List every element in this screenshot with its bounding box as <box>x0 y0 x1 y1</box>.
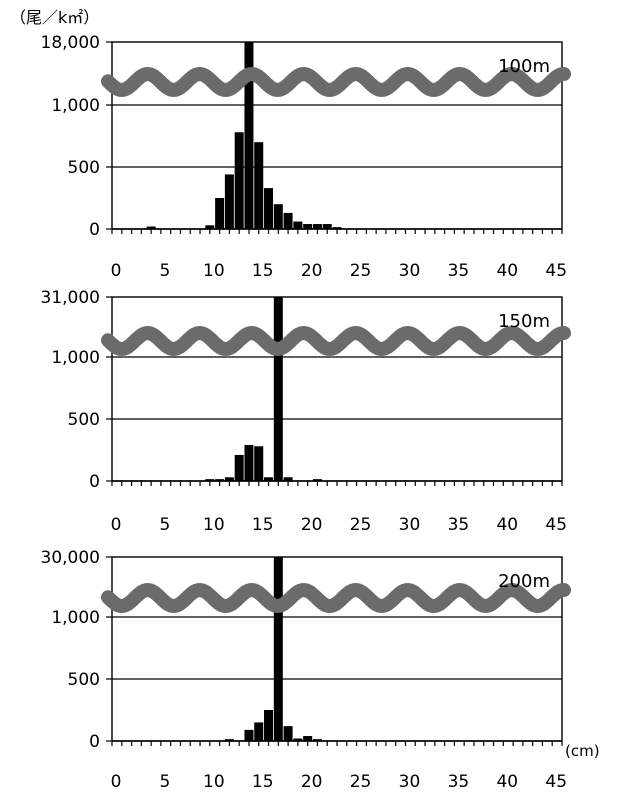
axis-break-wave <box>101 582 571 614</box>
plot-frame <box>111 296 563 482</box>
bar <box>322 224 332 229</box>
x-tick-label: 45 <box>545 261 567 281</box>
x-tick-label: 30 <box>399 772 421 792</box>
bar <box>215 198 225 229</box>
bar <box>205 479 215 481</box>
x-tick-label: 45 <box>545 772 567 792</box>
bar <box>215 479 225 481</box>
x-tick-label: 40 <box>496 261 518 281</box>
y-tick-label: 500 <box>68 410 100 430</box>
x-axis-unit: (cm) <box>565 742 600 760</box>
y-tick-label: 1,000 <box>51 608 100 628</box>
x-tick-label: 10 <box>203 261 225 281</box>
axis-break-wave <box>101 66 571 98</box>
bar <box>254 722 264 741</box>
bar <box>293 738 303 741</box>
x-tick-label: 5 <box>159 772 170 792</box>
bar <box>283 477 293 481</box>
bar <box>264 188 274 229</box>
bar <box>303 224 313 229</box>
depth-label: 200m <box>498 571 550 592</box>
plot-frame <box>111 41 563 230</box>
plot-frame <box>111 556 563 742</box>
x-tick-label: 40 <box>496 515 518 535</box>
bar <box>224 477 234 481</box>
x-tick-label: 45 <box>545 515 567 535</box>
y-tick-label: 0 <box>89 472 100 492</box>
bar <box>234 454 244 481</box>
bar <box>244 445 254 481</box>
bar <box>146 226 156 229</box>
bar <box>312 224 322 229</box>
x-tick-label: 25 <box>350 772 372 792</box>
x-tick-label: 25 <box>350 261 372 281</box>
bar <box>205 225 215 229</box>
bar <box>224 174 234 229</box>
bar <box>264 477 274 481</box>
x-tick-label: 30 <box>399 261 421 281</box>
x-tick-label: 40 <box>496 772 518 792</box>
y-tick-label: 18,000 <box>41 33 100 53</box>
x-tick-label: 15 <box>252 261 274 281</box>
bar <box>312 479 322 481</box>
bar <box>273 557 283 741</box>
bar <box>273 204 283 229</box>
x-tick-label: 5 <box>159 261 170 281</box>
bar <box>332 227 342 229</box>
x-tick-label: 0 <box>111 515 122 535</box>
bar <box>273 297 283 481</box>
bar <box>224 739 234 741</box>
y-tick-label: 30,000 <box>41 548 100 568</box>
y-tick-label: 500 <box>68 158 100 178</box>
depth-label: 100m <box>498 56 550 77</box>
y-tick-label: 500 <box>68 670 100 690</box>
bar <box>283 212 293 229</box>
bar <box>283 726 293 741</box>
bar <box>303 736 313 741</box>
y-axis-unit: （尾／k㎡） <box>10 8 100 27</box>
y-tick-label: 1,000 <box>51 96 100 116</box>
x-tick-label: 10 <box>203 772 225 792</box>
x-tick-label: 25 <box>350 515 372 535</box>
x-tick-label: 10 <box>203 515 225 535</box>
bar <box>264 710 274 741</box>
bar <box>254 446 264 481</box>
bar <box>312 739 322 741</box>
x-tick-label: 15 <box>252 515 274 535</box>
x-tick-label: 35 <box>448 772 470 792</box>
chart-panel-2: 0 500 1,000 31,000 0 5 10 15 20 25 30 35 40 45 150m <box>41 288 571 535</box>
bar <box>244 729 254 741</box>
x-tick-label: 20 <box>301 515 323 535</box>
x-tick-label: 30 <box>399 515 421 535</box>
depth-label: 150m <box>498 311 550 332</box>
y-tick-label: 0 <box>89 732 100 752</box>
x-tick-label: 0 <box>111 261 122 281</box>
x-tick-label: 20 <box>301 772 323 792</box>
chart-panel-1: 0 500 1,000 18,000 0 5 10 15 20 25 30 35 40 45 100m <box>41 33 571 281</box>
bar <box>254 142 264 229</box>
y-tick-label: 0 <box>89 220 100 240</box>
x-tick-label: 35 <box>448 261 470 281</box>
x-tick-label: 5 <box>159 515 170 535</box>
bar <box>244 42 254 229</box>
bar <box>293 221 303 229</box>
x-tick-label: 20 <box>301 261 323 281</box>
bar <box>234 132 244 229</box>
axis-break-wave <box>101 325 571 357</box>
y-tick-label: 31,000 <box>41 288 100 308</box>
y-tick-label: 1,000 <box>51 348 100 368</box>
x-tick-label: 35 <box>448 515 470 535</box>
chart-panel-3: 0 500 1,000 30,000 0 5 10 15 20 25 30 35 40 45 200m <box>41 548 571 792</box>
x-tick-label: 0 <box>111 772 122 792</box>
x-tick-label: 15 <box>252 772 274 792</box>
